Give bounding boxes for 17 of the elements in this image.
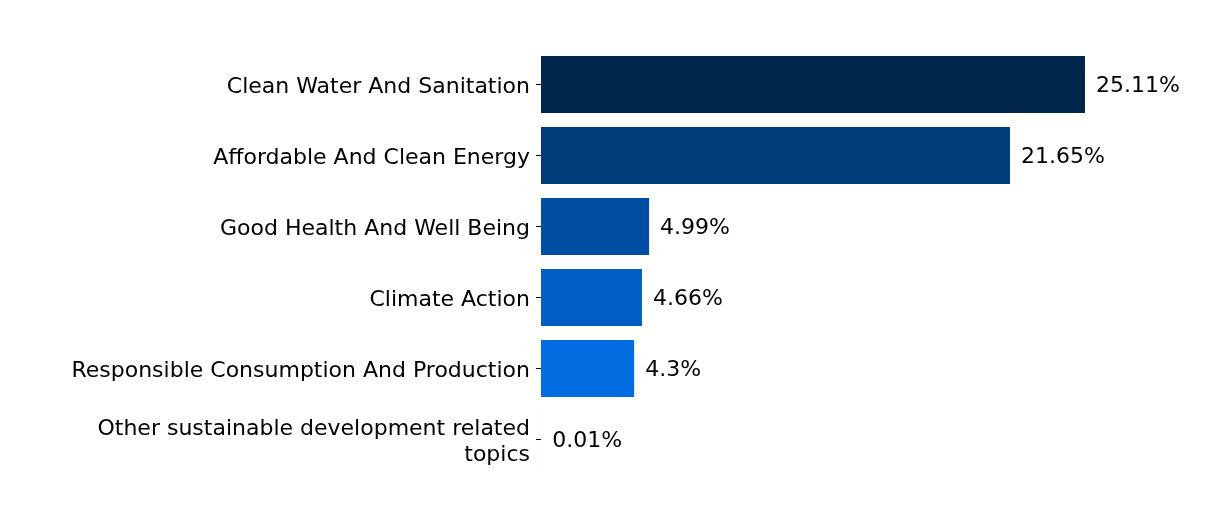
bar xyxy=(541,56,1085,113)
bar xyxy=(541,269,642,326)
bar xyxy=(541,340,635,397)
data-label: 4.3% xyxy=(645,356,702,381)
y-tick-label: Affordable And Clean Energy xyxy=(213,143,530,168)
bar xyxy=(541,127,1011,184)
data-label: 21.65% xyxy=(1021,143,1105,168)
data-label: 0.01% xyxy=(552,427,623,452)
y-tick-label: Other sustainable development related topics xyxy=(97,414,530,465)
y-tick-label: Clean Water And Sanitation xyxy=(226,72,530,97)
y-tick-label: Good Health And Well Being xyxy=(220,214,530,239)
data-label: 4.66% xyxy=(652,285,723,310)
y-tick-label: Climate Action xyxy=(369,285,530,310)
data-label: 25.11% xyxy=(1096,72,1180,97)
y-tick-label: Responsible Consumption And Production xyxy=(71,356,530,381)
bar xyxy=(541,198,650,255)
data-label: 4.99% xyxy=(660,214,730,239)
